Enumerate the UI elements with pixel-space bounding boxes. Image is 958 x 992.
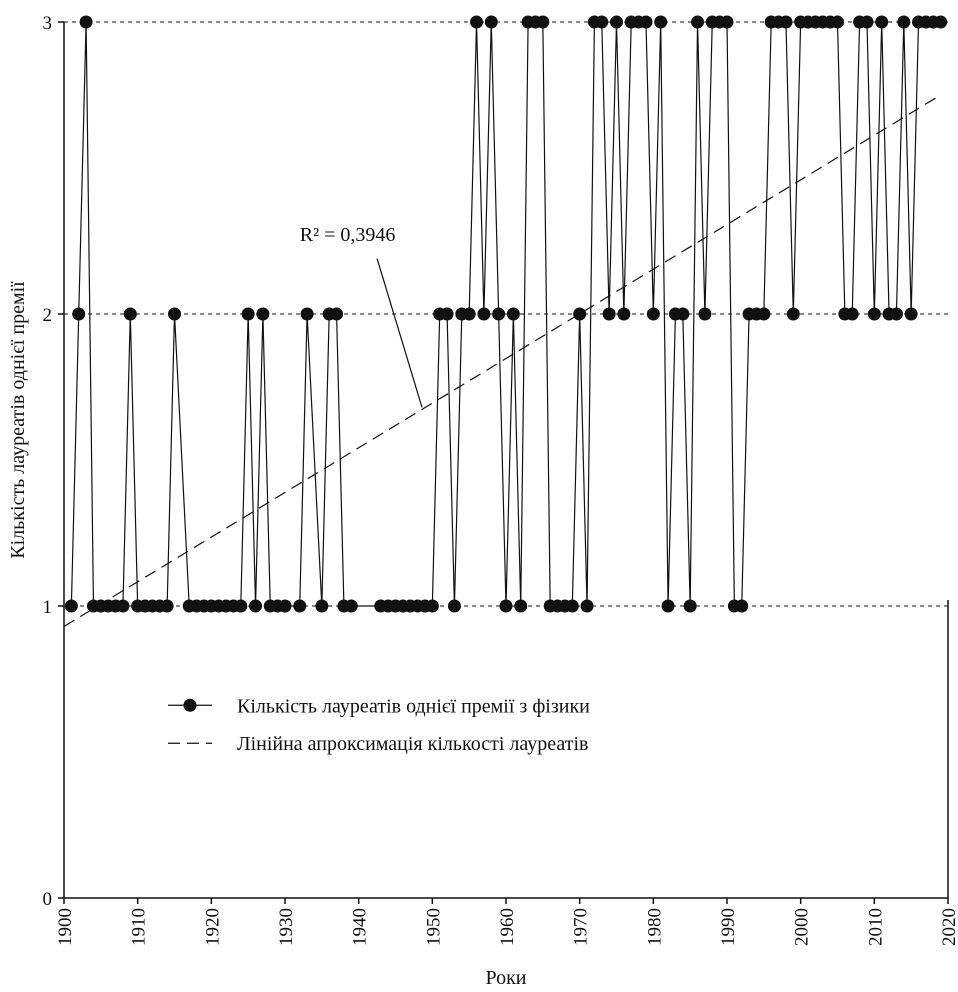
data-point-1930 xyxy=(278,599,292,613)
x-tick-label-1910: 1910 xyxy=(129,908,150,946)
data-point-1960 xyxy=(499,599,513,613)
data-point-2010 xyxy=(867,307,881,321)
x-tick-label-1930: 1930 xyxy=(276,908,297,946)
data-point-1957 xyxy=(477,307,491,321)
data-point-1958 xyxy=(484,15,498,29)
data-point-1962 xyxy=(514,599,528,613)
data-point-1926 xyxy=(249,599,263,613)
y-axis-label: Кількість лауреатів однієї премії xyxy=(7,281,29,559)
data-point-2011 xyxy=(875,15,889,29)
x-tick-label-1990: 1990 xyxy=(718,908,739,946)
x-tick-label-2000: 2000 xyxy=(792,908,813,946)
data-point-1990 xyxy=(720,15,734,29)
y-tick-label-3: 3 xyxy=(43,13,53,34)
data-point-1973 xyxy=(595,15,609,29)
x-tick-label-1970: 1970 xyxy=(571,908,592,946)
x-tick-label-1980: 1980 xyxy=(644,908,665,946)
trend-line-path xyxy=(63,94,941,627)
data-point-1961 xyxy=(506,307,520,321)
data-point-1999 xyxy=(786,307,800,321)
data-point-1953 xyxy=(447,599,461,613)
data-point-1902 xyxy=(72,307,86,321)
data-point-1987 xyxy=(698,307,712,321)
x-tick-label-2010: 2010 xyxy=(865,908,886,946)
x-tick-label-1950: 1950 xyxy=(423,908,444,946)
x-tick-label-1920: 1920 xyxy=(202,908,223,946)
x-tick-label-2020: 2020 xyxy=(939,908,958,946)
data-point-1933 xyxy=(300,307,314,321)
data-point-1952 xyxy=(440,307,454,321)
gridlines xyxy=(64,21,948,607)
r-squared-annotation: R² = 0,3946 xyxy=(300,224,423,408)
data-point-1956 xyxy=(470,15,484,29)
x-tick-label-1960: 1960 xyxy=(497,908,518,946)
annotation-text: R² = 0,3946 xyxy=(300,224,396,246)
x-tick-label-1940: 1940 xyxy=(350,908,371,946)
legend-label-trend: Лінійна апроксимація кількості лауреатів xyxy=(237,733,588,755)
x-tick-label-1900: 1900 xyxy=(55,908,76,946)
data-point-1955 xyxy=(462,307,476,321)
data-point-1925 xyxy=(241,307,255,321)
data-point-1939 xyxy=(344,599,358,613)
data-point-1986 xyxy=(691,15,705,29)
data-point-1937 xyxy=(330,307,344,321)
data-point-2009 xyxy=(860,15,874,29)
data-point-2013 xyxy=(889,307,903,321)
data-point-1980 xyxy=(646,307,660,321)
data-point-2015 xyxy=(904,307,918,321)
axes: 0 1 2 3 1900 1910 1920 1930 1940 1950 1960 1970 1980… xyxy=(43,13,958,946)
legend-marker-dot xyxy=(183,698,197,712)
data-point-2005 xyxy=(831,15,844,29)
data-point-1982 xyxy=(661,599,675,613)
data-point-1975 xyxy=(610,15,623,29)
x-axis-label: Роки xyxy=(485,967,526,989)
data-point-1914 xyxy=(160,599,174,613)
data-point-2007 xyxy=(845,307,859,321)
data-point-1974 xyxy=(602,307,616,321)
data-point-1985 xyxy=(683,599,697,613)
data-point-2019 xyxy=(934,15,948,29)
annotation-leader-line xyxy=(376,258,423,408)
data-point-1927 xyxy=(256,307,270,321)
data-point-1901 xyxy=(64,599,78,613)
data-point-2014 xyxy=(897,15,911,29)
data-point-1909 xyxy=(123,307,137,321)
data-point-1998 xyxy=(779,15,793,29)
data-point-1995 xyxy=(757,307,771,321)
data-point-1924 xyxy=(234,599,248,613)
data-point-1935 xyxy=(315,599,329,613)
data-point-1965 xyxy=(536,15,550,29)
data-point-1903 xyxy=(79,15,93,29)
data-point-1992 xyxy=(735,599,749,613)
data-point-1969 xyxy=(565,599,579,613)
data-point-1932 xyxy=(293,599,307,613)
y-tick-label-1: 1 xyxy=(43,597,53,618)
data-point-1981 xyxy=(654,15,668,29)
y-tick-label-2: 2 xyxy=(43,305,53,326)
trend-line xyxy=(63,94,941,627)
data-point-1984 xyxy=(676,307,690,321)
data-point-1976 xyxy=(617,307,631,321)
data-point-1979 xyxy=(639,15,653,29)
series-laureates xyxy=(64,15,948,613)
data-point-1971 xyxy=(580,599,594,613)
data-point-1950 xyxy=(425,599,439,613)
legend-label-series: Кількість лауреатів однієї премії з фізи… xyxy=(237,695,590,717)
data-point-1908 xyxy=(116,599,130,613)
data-point-1970 xyxy=(573,307,587,321)
y-tick-label-0: 0 xyxy=(43,889,53,910)
legend: Кількість лауреатів однієї премії з фізи… xyxy=(168,695,590,755)
data-point-1915 xyxy=(168,307,181,321)
data-point-1959 xyxy=(492,307,506,321)
